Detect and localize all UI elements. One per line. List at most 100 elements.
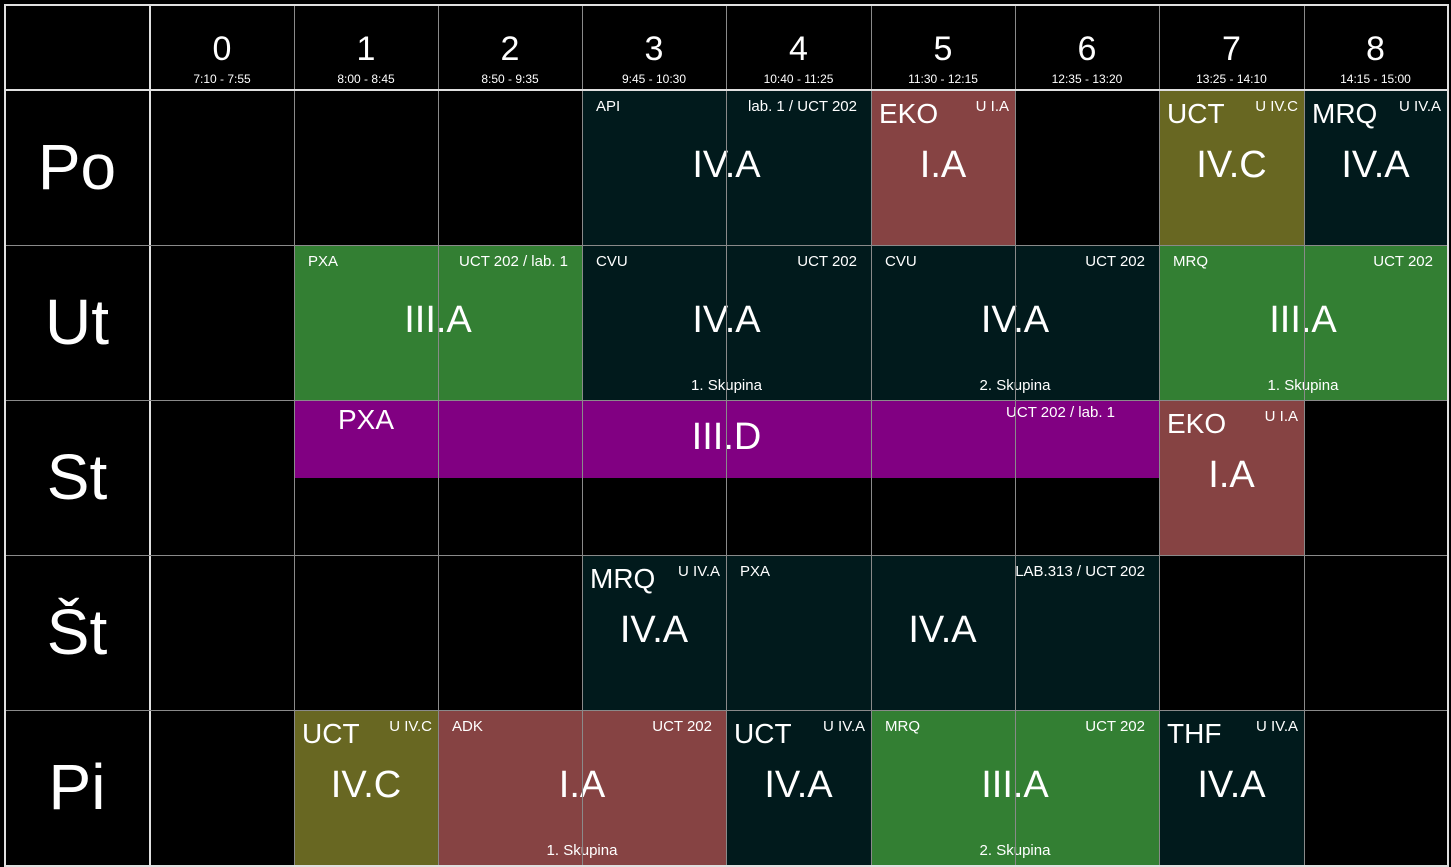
grid-line-horizontal <box>4 555 1447 556</box>
lesson-subject: PXA <box>740 563 771 580</box>
lesson-room: UCT 202 / lab. 1 <box>459 253 568 270</box>
lesson-room: U IV.A <box>1399 98 1441 115</box>
lesson-group: 2. Skupina <box>979 842 1051 859</box>
lesson-room: U IV.C <box>389 718 432 735</box>
lesson-class: I.A <box>919 144 967 186</box>
period-time: 14:15 - 15:00 <box>1340 72 1411 86</box>
period-time: 8:50 - 9:35 <box>481 72 539 86</box>
period-time: 10:40 - 11:25 <box>763 72 834 86</box>
lesson-room: U I.A <box>975 98 1009 115</box>
grid-border <box>4 4 6 865</box>
grid-line-vertical <box>1304 4 1305 865</box>
period-header: 4 10:40 - 11:25 <box>726 4 871 90</box>
grid-border <box>1447 4 1449 865</box>
lesson-card[interactable]: UCT U IV.C IV.C <box>294 710 438 865</box>
day-label: St <box>46 441 108 513</box>
grid-line-vertical <box>871 4 872 865</box>
lesson-room: UCT 202 <box>797 253 857 270</box>
lesson-card[interactable]: THF U IV.A IV.A <box>1159 710 1304 865</box>
period-header: 3 9:45 - 10:30 <box>582 4 726 90</box>
period-time: 12:35 - 13:20 <box>1051 72 1123 86</box>
lesson-class: I.A <box>1208 454 1255 496</box>
grid-line-horizontal <box>4 245 1447 246</box>
lesson-card[interactable]: EKO U I.A I.A <box>1159 400 1304 555</box>
lesson-room: UCT 202 <box>652 718 712 735</box>
lesson-class: III.A <box>981 764 1049 806</box>
lesson-room: UCT 202 <box>1085 718 1145 735</box>
lesson-room: UCT 202 <box>1085 253 1145 270</box>
lesson-card[interactable]: UCT U IV.C IV.C <box>1159 90 1304 245</box>
lesson-card[interactable]: EKO U I.A I.A <box>871 90 1015 245</box>
grid-line-vertical <box>149 4 151 865</box>
period-number: 3 <box>644 30 664 68</box>
lesson-subject: ADK <box>452 718 483 735</box>
day-label: Pi <box>48 751 106 823</box>
lesson-card[interactable]: MRQ U IV.A IV.A <box>582 555 726 710</box>
period-time: 9:45 - 10:30 <box>621 72 687 86</box>
lesson-class: IV.A <box>1197 764 1266 806</box>
period-time: 8:00 - 8:45 <box>337 72 395 86</box>
lesson-class: IV.A <box>764 764 833 806</box>
lesson-class: IV.A <box>1341 144 1410 186</box>
period-number: 4 <box>789 30 808 68</box>
grid-line-horizontal <box>4 710 1447 711</box>
period-header: 6 12:35 - 13:20 <box>1015 4 1159 90</box>
lesson-class: IV.A <box>980 299 1050 341</box>
lesson-subject: MRQ <box>885 718 920 735</box>
period-header: 0 7:10 - 7:55 <box>150 4 294 90</box>
grid-line-vertical <box>438 4 439 865</box>
grid-border <box>4 4 1449 6</box>
day-label: Po <box>37 131 117 203</box>
lesson-room: UCT 202 <box>1373 253 1433 270</box>
lesson-room: U IV.C <box>1255 98 1298 115</box>
lesson-card[interactable]: PXA LAB.313 / UCT 202 IV.A <box>726 555 1159 710</box>
period-number: 6 <box>1077 30 1097 68</box>
period-header: 2 8:50 - 9:35 <box>438 4 582 90</box>
lesson-room: lab. 1 / UCT 202 <box>748 98 857 115</box>
lesson-class: IV.C <box>330 764 402 806</box>
lesson-group: 1. Skupina <box>1267 377 1339 394</box>
period-header: 1 8:00 - 8:45 <box>294 4 438 90</box>
grid-line-vertical <box>294 4 295 865</box>
day-label: Ut <box>45 286 109 358</box>
lesson-room: U IV.A <box>823 718 865 735</box>
lesson-subject: PXA <box>308 253 339 270</box>
period-time: 13:25 - 14:10 <box>1196 72 1267 86</box>
lesson-subject: MRQ <box>590 563 656 594</box>
period-number: 1 <box>356 30 376 68</box>
period-header: 5 11:30 - 12:15 <box>871 4 1015 90</box>
lesson-subject: UCT <box>302 718 360 749</box>
period-number: 8 <box>1366 30 1385 68</box>
lesson-subject: API <box>596 98 621 115</box>
period-number: 2 <box>500 30 520 68</box>
lesson-subject: EKO <box>1167 408 1227 439</box>
grid-border <box>4 865 1449 867</box>
lesson-room: U IV.A <box>1256 718 1298 735</box>
lesson-subject: MRQ <box>1173 253 1208 270</box>
lesson-card[interactable]: UCT U IV.A IV.A <box>726 710 871 865</box>
lesson-subject: CVU <box>596 253 628 270</box>
period-header: 8 14:15 - 15:00 <box>1304 4 1447 90</box>
grid-line-vertical <box>1159 4 1160 865</box>
lesson-class: IV.C <box>1196 144 1267 186</box>
lesson-card[interactable]: MRQ U IV.A IV.A <box>1304 90 1447 245</box>
lesson-class: IV.A <box>619 609 689 651</box>
day-label: Št <box>46 596 108 668</box>
lesson-subject: CVU <box>885 253 917 270</box>
period-number: 5 <box>933 30 953 68</box>
lesson-group: 1. Skupina <box>546 842 618 859</box>
grid-line-vertical <box>726 4 727 865</box>
lesson-room: U I.A <box>1264 408 1298 425</box>
grid-line-vertical <box>1015 4 1016 865</box>
lesson-subject: PXA <box>338 404 395 435</box>
period-number: 7 <box>1222 30 1241 68</box>
lesson-card[interactable]: MRQ UCT 202 III.A 1. Skupina <box>1159 245 1447 400</box>
lesson-class: III.A <box>404 299 472 341</box>
lesson-subject: UCT <box>734 718 792 749</box>
grid-line-horizontal <box>4 89 1447 91</box>
lesson-room: U IV.A <box>678 563 720 580</box>
lesson-class: IV.A <box>908 609 977 651</box>
period-number: 0 <box>212 30 232 68</box>
period-time: 7:10 - 7:55 <box>193 72 251 86</box>
